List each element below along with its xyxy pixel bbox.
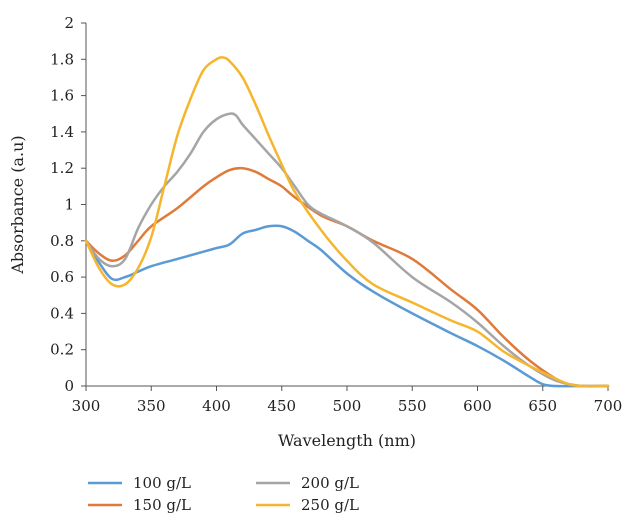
x-tick-label: 350 bbox=[137, 397, 166, 415]
legend: 100 g/L 150 g/L 200 g/L 250 g/L bbox=[88, 474, 359, 514]
x-tick-label: 600 bbox=[463, 397, 492, 415]
y-tick-label: 0.6 bbox=[50, 268, 74, 286]
x-tick-label: 300 bbox=[72, 397, 101, 415]
x-axis-title: Wavelength (nm) bbox=[278, 431, 416, 450]
series-line-1 bbox=[84, 224, 610, 388]
series-line-3 bbox=[84, 112, 610, 388]
legend-label-3: 200 g/L bbox=[301, 474, 359, 492]
y-tick-label: 0 bbox=[64, 377, 74, 395]
y-tick-label: 1.8 bbox=[50, 50, 74, 68]
y-tick-label: 1.6 bbox=[50, 87, 74, 105]
series-lines bbox=[84, 56, 610, 388]
y-tick-label: 0.4 bbox=[50, 304, 74, 322]
y-tick-label: 1 bbox=[64, 196, 74, 214]
legend-label-1: 100 g/L bbox=[133, 474, 191, 492]
y-tick-label: 0.2 bbox=[50, 341, 74, 359]
y-tick-label: 1.4 bbox=[50, 123, 74, 141]
x-tick-label: 450 bbox=[267, 397, 296, 415]
y-tick-label: 1.2 bbox=[50, 159, 74, 177]
x-tick-label: 550 bbox=[398, 397, 427, 415]
series-line-2 bbox=[84, 166, 610, 388]
axes: 0 0.2 0.4 0.6 0.8 1 1.2 1.4 1.6 1.8 2 300 350 400 450 5… bbox=[50, 14, 622, 415]
x-tick-label: 650 bbox=[528, 397, 557, 415]
y-tick-label: 2 bbox=[64, 14, 74, 32]
y-tick-label: 0.8 bbox=[50, 232, 74, 250]
series-line-4 bbox=[84, 56, 610, 388]
x-tick-label: 500 bbox=[333, 397, 362, 415]
x-tick-label: 700 bbox=[594, 397, 623, 415]
legend-label-2: 150 g/L bbox=[133, 496, 191, 514]
x-tick-label: 400 bbox=[202, 397, 231, 415]
y-axis-title: Absorbance (a.u) bbox=[8, 135, 27, 274]
legend-label-4: 250 g/L bbox=[301, 496, 359, 514]
